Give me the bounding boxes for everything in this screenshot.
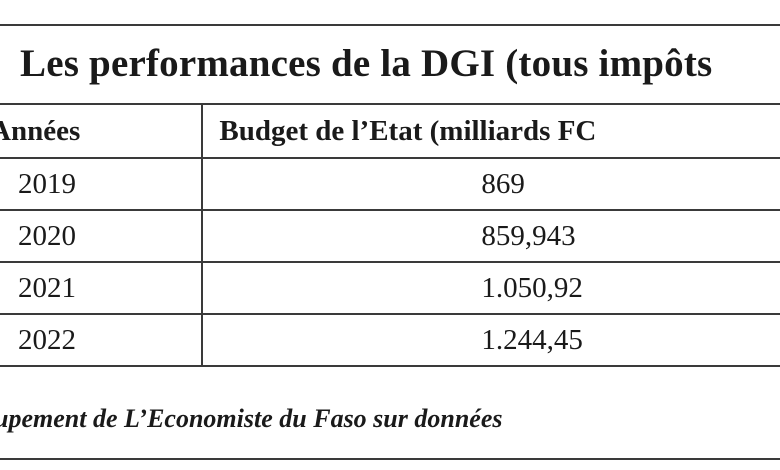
cell-budget: 1.244,45 bbox=[201, 313, 780, 367]
source-note: upement de L’Economiste du Faso sur donn… bbox=[0, 404, 503, 433]
table-title: Les performances de la DGI (tous impôts bbox=[20, 42, 713, 85]
table-row: 2022 1.244,45 bbox=[0, 313, 780, 367]
top-rule bbox=[0, 24, 780, 26]
cell-year: 2022 bbox=[0, 313, 204, 367]
cell-budget: 1.050,92 bbox=[201, 261, 780, 315]
bottom-rule bbox=[0, 458, 780, 460]
cell-year: 2020 bbox=[0, 209, 204, 263]
table-row: 2021 1.050,92 bbox=[0, 261, 780, 315]
cell-budget: 859,943 bbox=[201, 209, 780, 263]
table-row: 2019 869 bbox=[0, 157, 780, 211]
header-budget: Budget de l’Etat (milliards FC bbox=[201, 103, 780, 159]
cell-year: 2019 bbox=[0, 157, 204, 211]
cell-year: 2021 bbox=[0, 261, 204, 315]
header-years: Années bbox=[0, 103, 204, 159]
table-row: 2020 859,943 bbox=[0, 209, 780, 263]
performance-table: Années Budget de l’Etat (milliards FC 20… bbox=[0, 103, 780, 367]
cell-budget: 869 bbox=[201, 157, 780, 211]
table-header-row: Années Budget de l’Etat (milliards FC bbox=[0, 103, 780, 159]
